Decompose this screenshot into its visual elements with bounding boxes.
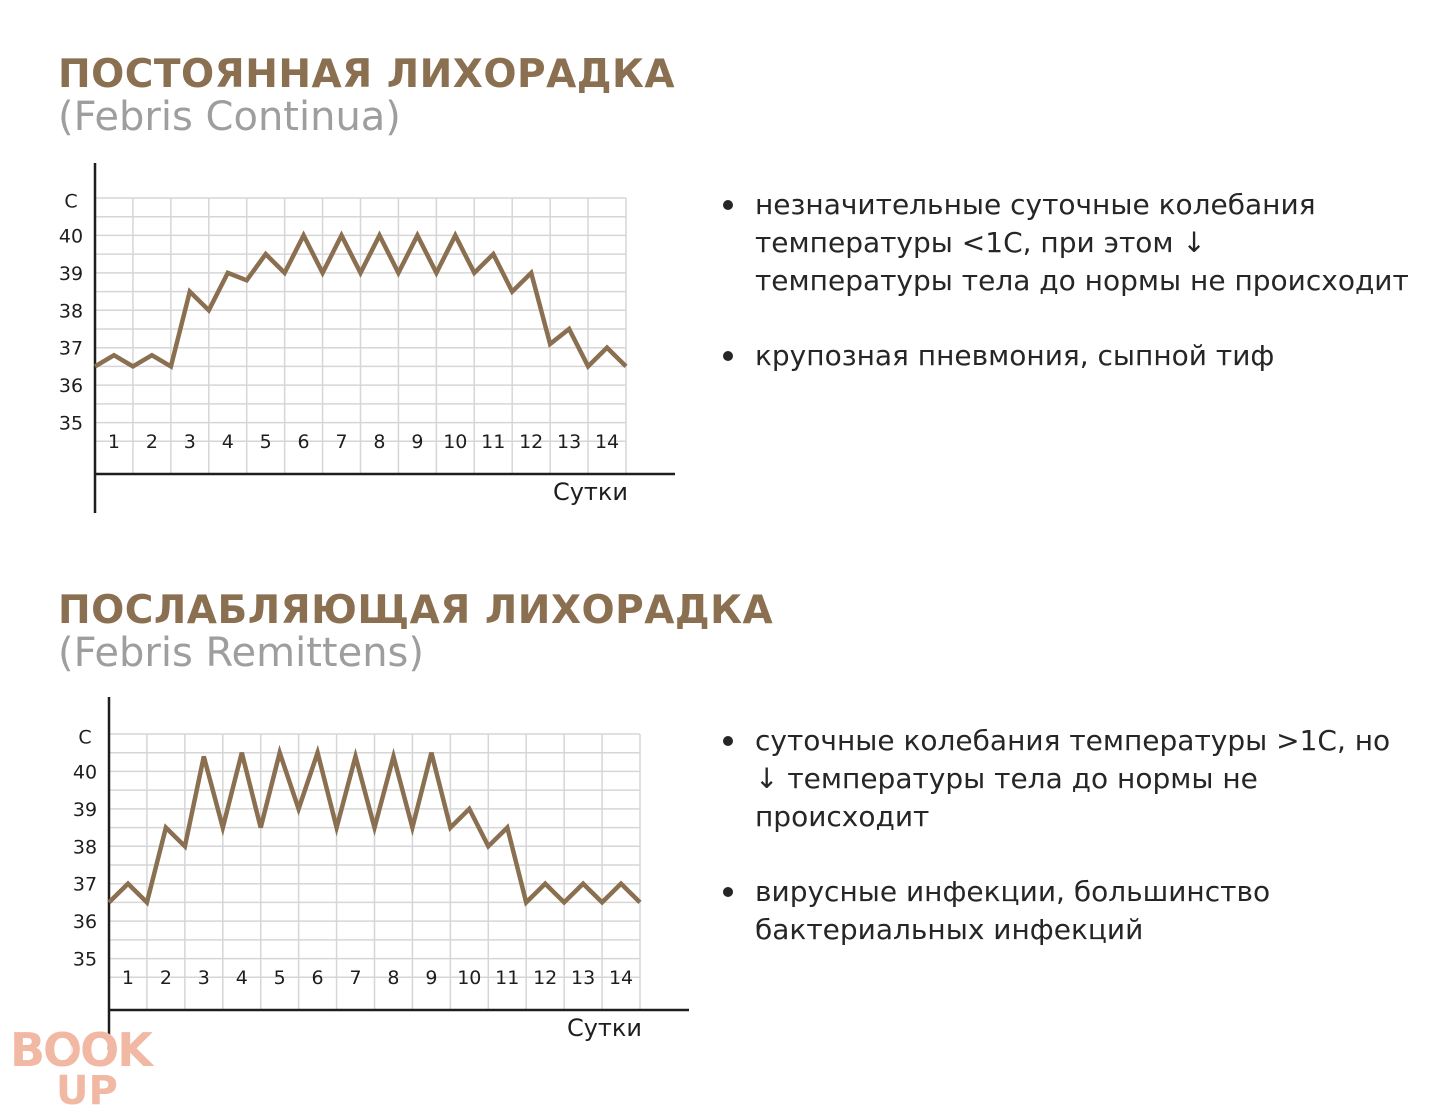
bullet-item: суточные колебания температуры >1С, но ↓… [722, 722, 1412, 836]
bullet-item: незначительные суточные колебания темпер… [722, 186, 1412, 300]
y-tick-label: 40 [59, 225, 83, 247]
x-tick-label: 12 [519, 431, 543, 453]
x-tick-label: 3 [198, 967, 210, 989]
bullet-text: вирусные инфекции, большинство бактериал… [755, 875, 1271, 946]
x-tick-label: 3 [184, 431, 196, 453]
section-2-subtitle: (Febris Remittens) [58, 630, 424, 676]
y-tick-label: 38 [73, 836, 97, 858]
bullet-dot [723, 200, 733, 210]
y-tick-label: 35 [73, 949, 97, 971]
x-tick-label: 12 [533, 967, 557, 989]
x-tick-label: 2 [160, 967, 172, 989]
y-unit-label: С [64, 191, 77, 213]
logo-top-text: BOOK [10, 1023, 155, 1077]
y-tick-label: 35 [59, 413, 83, 435]
x-tick-label: 11 [495, 967, 519, 989]
x-tick-label: 4 [236, 967, 248, 989]
bullet-dot [723, 887, 733, 897]
x-tick-label: 4 [222, 431, 234, 453]
x-tick-label: 10 [457, 967, 481, 989]
bullet-text: крупозная пневмония, сыпной тиф [755, 339, 1275, 372]
bookup-logo: BOOK UP [10, 1023, 157, 1106]
section-2-bullets: суточные колебания температуры >1С, но ↓… [722, 722, 1412, 986]
x-tick-label: 6 [298, 431, 310, 453]
y-tick-label: 38 [59, 300, 83, 322]
x-tick-label: 7 [349, 967, 361, 989]
section-2-title: ПОСЛАБЛЯЮЩАЯ ЛИХОРАДКА [58, 588, 774, 633]
bullet-dot [723, 736, 733, 746]
logo-eye-left [59, 1043, 73, 1057]
logo-eye-right [93, 1043, 107, 1057]
y-tick-label: 36 [59, 375, 83, 397]
x-tick-label: 11 [481, 431, 505, 453]
x-tick-label: 14 [609, 967, 633, 989]
bullet-dot [723, 351, 733, 361]
y-tick-label: 39 [73, 799, 97, 821]
bullet-item: крупозная пневмония, сыпной тиф [722, 337, 1412, 375]
x-tick-label: 5 [274, 967, 286, 989]
x-tick-label: 14 [595, 431, 619, 453]
section-1-subtitle: (Febris Continua) [58, 94, 401, 140]
x-tick-label: 6 [312, 967, 324, 989]
temperature-line [93, 230, 628, 371]
x-tick-label: 1 [122, 967, 134, 989]
temperature-line [107, 744, 642, 907]
bullet-item: вирусные инфекции, большинство бактериал… [722, 873, 1412, 949]
section-1-bullets: незначительные суточные колебания темпер… [722, 186, 1412, 412]
y-tick-label: 40 [73, 761, 97, 783]
y-unit-label: С [78, 727, 91, 749]
logo-bottom-text: UP [56, 1068, 118, 1106]
x-tick-label: 8 [387, 967, 399, 989]
bullet-text: незначительные суточные колебания темпер… [755, 188, 1409, 297]
x-tick-label: 13 [571, 967, 595, 989]
y-tick-label: 36 [73, 911, 97, 933]
bullet-text: суточные колебания температуры >1С, но ↓… [755, 724, 1391, 833]
x-axis-label: Сутки [553, 478, 628, 506]
x-tick-label: 9 [425, 967, 437, 989]
section-1-title: ПОСТОЯННАЯ ЛИХОРАДКА [58, 52, 676, 97]
y-tick-label: 37 [59, 338, 83, 360]
x-tick-label: 2 [146, 431, 158, 453]
x-tick-label: 7 [335, 431, 347, 453]
x-tick-label: 1 [108, 431, 120, 453]
x-tick-label: 9 [411, 431, 423, 453]
x-axis-label: Сутки [567, 1014, 642, 1042]
x-tick-label: 5 [260, 431, 272, 453]
y-tick-label: 37 [73, 874, 97, 896]
x-tick-label: 8 [373, 431, 385, 453]
y-tick-label: 39 [59, 263, 83, 285]
x-tick-label: 10 [443, 431, 467, 453]
x-tick-label: 13 [557, 431, 581, 453]
